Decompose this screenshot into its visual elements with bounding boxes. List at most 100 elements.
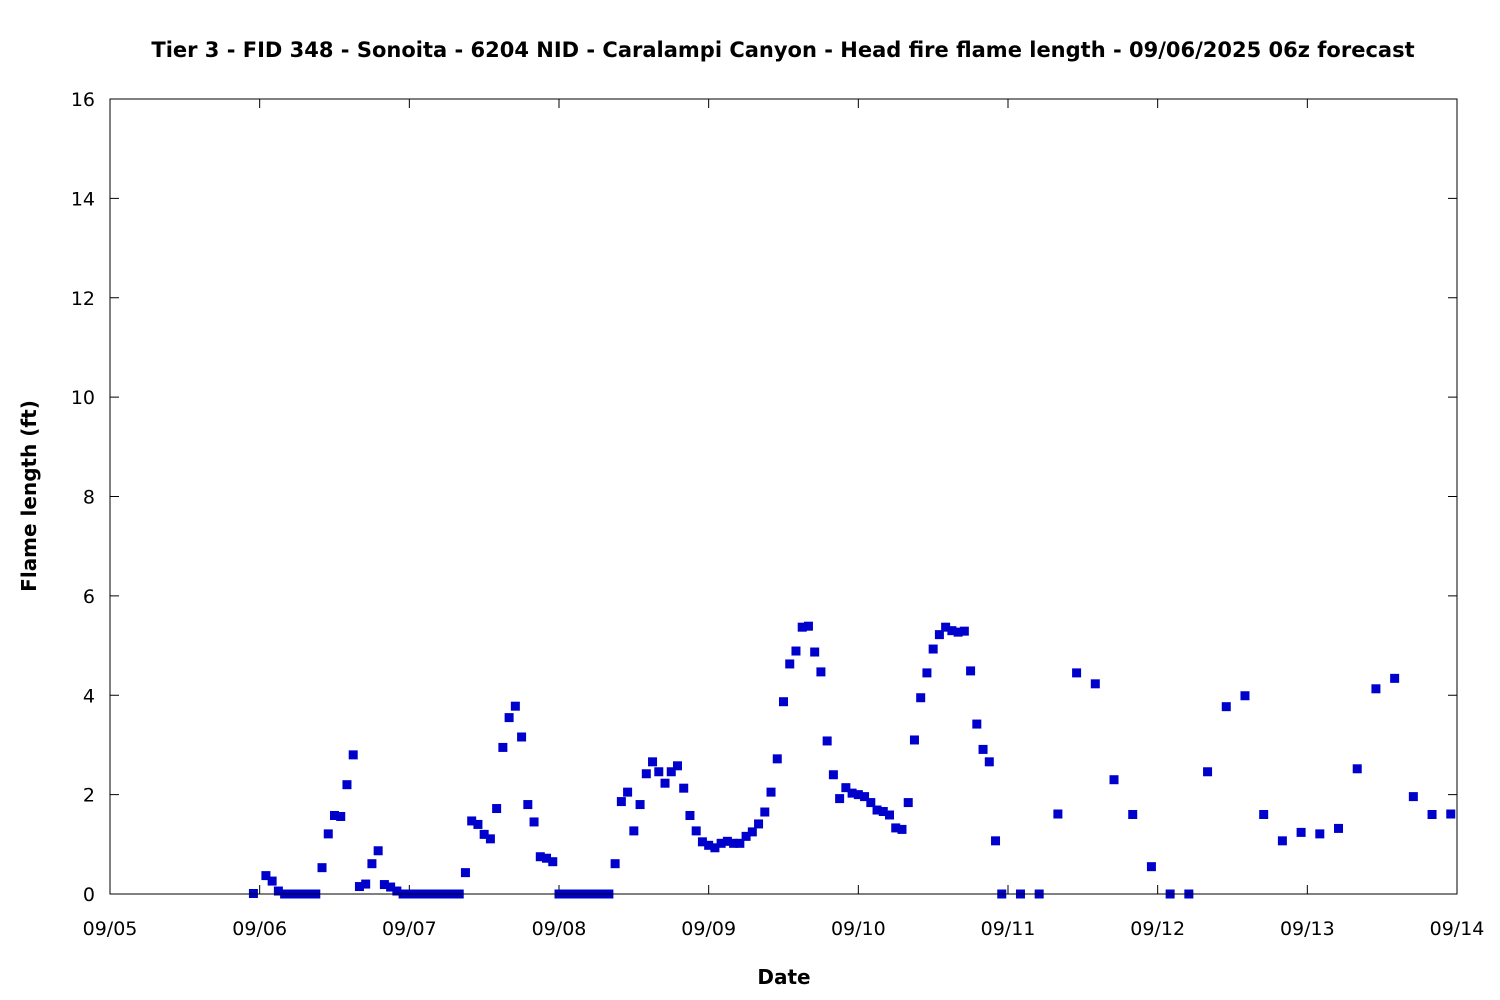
data-point	[916, 693, 926, 703]
data-point	[354, 882, 364, 892]
data-point	[261, 871, 271, 881]
data-point	[772, 754, 782, 764]
data-point	[273, 886, 283, 896]
data-point	[947, 626, 957, 636]
data-point	[523, 800, 533, 810]
data-point	[529, 817, 539, 827]
data-point	[754, 819, 764, 829]
data-point	[1240, 691, 1250, 701]
data-point	[1427, 810, 1437, 819]
data-point	[1408, 792, 1418, 802]
data-point	[666, 767, 676, 777]
data-point	[685, 810, 695, 820]
data-point	[822, 736, 832, 746]
data-point	[648, 757, 658, 767]
data-point	[660, 778, 670, 788]
data-point	[729, 838, 739, 848]
data-point	[841, 783, 851, 793]
data-point	[747, 827, 757, 837]
data-point	[1109, 775, 1119, 785]
data-point	[1128, 810, 1138, 819]
data-point	[1090, 679, 1100, 689]
data-point	[860, 792, 870, 802]
data-point	[330, 810, 339, 820]
data-point	[966, 666, 976, 676]
data-points	[248, 621, 1456, 899]
x-tick-label: 09/08	[532, 918, 587, 940]
data-point	[392, 886, 402, 896]
data-point	[866, 798, 876, 808]
x-tick-label: 09/13	[1280, 918, 1335, 940]
data-point	[336, 811, 346, 821]
data-point	[853, 790, 863, 800]
data-point	[498, 742, 508, 752]
data-point	[510, 701, 520, 711]
data-point	[984, 757, 994, 767]
data-point	[654, 767, 664, 777]
y-tick-label: 10	[71, 387, 95, 409]
y-tick-label: 0	[83, 884, 95, 906]
data-point	[785, 659, 795, 669]
data-point	[928, 644, 938, 654]
data-point	[473, 819, 483, 829]
data-point	[504, 713, 514, 723]
data-point	[635, 800, 645, 810]
data-point	[816, 667, 826, 677]
data-point	[885, 810, 895, 820]
data-point	[1371, 684, 1381, 694]
data-point	[835, 794, 845, 804]
data-point	[735, 838, 745, 848]
data-point	[479, 829, 489, 839]
data-point	[348, 750, 358, 760]
x-axis-label: Date	[757, 965, 810, 989]
data-point	[779, 697, 788, 707]
data-point	[891, 823, 901, 833]
x-tick-label: 09/10	[831, 918, 886, 940]
y-tick-label: 2	[83, 785, 95, 807]
data-point	[991, 836, 1001, 846]
data-point	[361, 879, 371, 889]
data-point	[953, 627, 963, 637]
data-point	[629, 826, 639, 836]
data-point	[1221, 702, 1231, 712]
data-point	[847, 788, 857, 798]
data-point	[1296, 827, 1306, 837]
x-tick-label: 09/09	[681, 918, 736, 940]
data-point	[460, 868, 470, 878]
data-point	[342, 780, 352, 790]
data-point	[641, 769, 651, 779]
data-point	[897, 824, 907, 834]
data-point	[379, 880, 389, 890]
data-point	[1259, 810, 1269, 819]
data-point	[934, 630, 944, 640]
data-point	[467, 816, 477, 826]
data-point	[1203, 767, 1213, 777]
data-point	[810, 647, 820, 657]
data-point	[803, 621, 813, 631]
data-point	[679, 783, 689, 793]
data-point	[616, 797, 626, 807]
data-point	[1072, 668, 1082, 678]
data-point	[623, 787, 633, 797]
data-point	[760, 807, 770, 817]
axis-ticks	[109, 98, 1458, 895]
x-tick-labels: 09/05 09/06 09/07 09/08 09/09 09/10 09/11 09/12…	[83, 918, 1485, 940]
data-point	[972, 719, 982, 729]
data-point	[1352, 764, 1362, 774]
data-point	[797, 622, 807, 632]
data-point	[959, 626, 969, 636]
data-point	[1277, 836, 1287, 846]
data-point	[1390, 673, 1400, 683]
data-point	[548, 857, 558, 867]
y-tick-label: 16	[71, 89, 95, 111]
y-tick-label: 4	[83, 685, 95, 707]
y-tick-label: 14	[71, 188, 95, 210]
data-point	[1446, 809, 1456, 819]
data-point	[697, 837, 707, 847]
data-point	[485, 834, 495, 844]
data-point	[1334, 823, 1344, 833]
x-tick-label: 09/11	[981, 918, 1036, 940]
data-point	[872, 805, 882, 815]
data-point	[367, 859, 377, 869]
